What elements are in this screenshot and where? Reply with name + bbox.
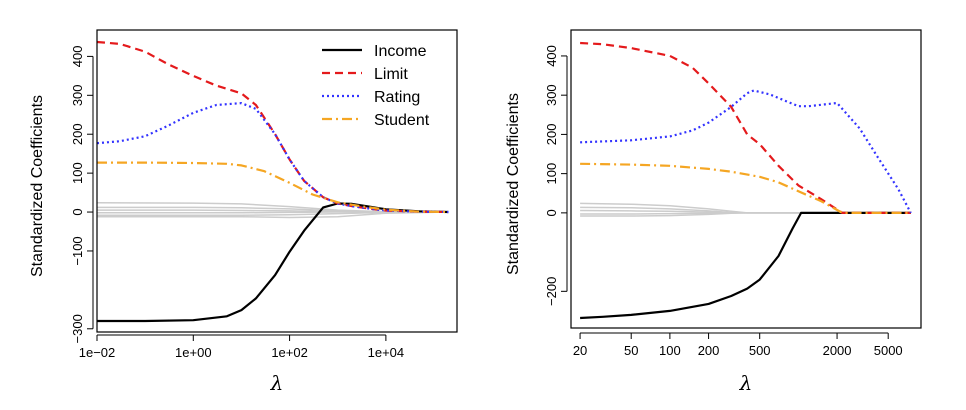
y-tick-label: 300 [544,84,559,106]
y-axis-label: Standardized Coefficients [505,93,522,275]
x-axis-label: λ [739,371,753,395]
series-student-line [580,162,911,214]
x-tick-label: 50 [624,343,638,358]
legend-label-limit: Limit [374,66,408,83]
y-tick-label: 400 [544,45,559,67]
series-group [97,40,449,323]
legend-label-rating: Rating [374,89,420,106]
legend-label-student: Student [374,112,430,129]
y-tick-label: 0 [70,208,85,215]
y-tick-label: 300 [70,84,85,106]
x-tick-label: 1e+04 [368,345,405,360]
x-tick-label: 1e−02 [79,345,116,360]
y-tick-label: −300 [70,314,85,343]
x-tick-label: 2000 [823,343,852,358]
series-limit-line [580,41,911,214]
plot-frame [96,29,458,333]
series-income-line [97,202,449,323]
y-tick-label: −100 [70,236,85,265]
y-tick-label: −200 [544,277,559,306]
y-tick-label: 100 [70,162,85,184]
legend: Income Limit Rating Student [322,43,430,129]
x-tick-label: 1e+02 [271,345,308,360]
x-tick-label: 500 [749,343,771,358]
chart-panel-2: 20 50 100 200 500 2000 5000 −200 0 100 200 300 400 St… [505,29,922,395]
x-tick-label: 5000 [874,343,903,358]
series-other-line [580,212,911,217]
x-tick-label: 100 [659,343,681,358]
y-tick-label: 100 [544,163,559,185]
x-tick-label: 200 [698,343,720,358]
series-rating-line [580,89,912,214]
x-tick-label: 20 [573,343,587,358]
y-tick-label: 200 [544,124,559,146]
series-other-line [97,211,449,219]
plot-frame [570,29,922,329]
series-student-line [97,161,449,214]
chart-panel-1: 1e−02 1e+00 1e+02 1e+04 −300 −100 0 100 200 300 40… [29,29,458,395]
series-income-line [580,211,911,320]
y-tick-label: 0 [544,209,559,216]
y-tick-label: 400 [70,46,85,68]
series-rating-line [97,102,449,214]
y-tick-label: 200 [70,123,85,145]
x-axis-label: λ [270,371,284,395]
series-other-line [97,211,449,216]
series-group [580,41,912,320]
y-axis-label: Standardized Coefficients [29,95,46,277]
x-tick-label: 1e+00 [175,345,212,360]
legend-label-income: Income [374,43,427,60]
